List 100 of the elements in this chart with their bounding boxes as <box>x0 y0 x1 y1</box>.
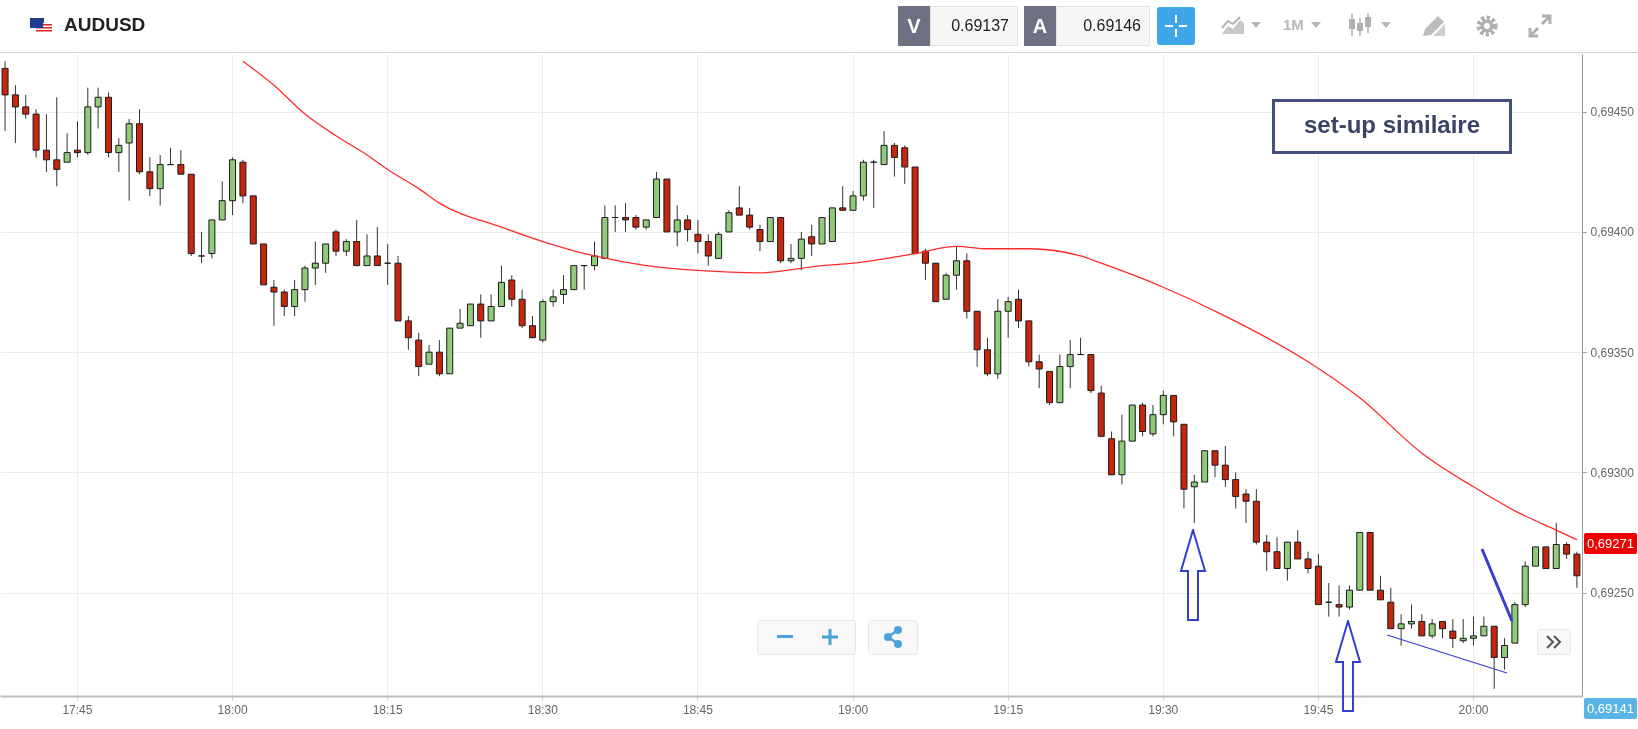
candlestick <box>901 144 909 185</box>
candlestick <box>921 248 929 281</box>
candlestick <box>456 308 464 329</box>
candlestick <box>1573 551 1581 589</box>
candlestick <box>1304 551 1312 574</box>
candlestick <box>1242 488 1250 524</box>
candlestick <box>880 130 888 166</box>
candlestick <box>746 207 754 231</box>
x-tick-label: 18:45 <box>682 702 714 717</box>
candlestick <box>1190 474 1198 524</box>
annotation: set-up similaire <box>1272 99 1512 154</box>
text: 0,69271 <box>1584 533 1637 554</box>
candlestick <box>1470 616 1478 647</box>
candlestick <box>1232 471 1240 509</box>
candlestick <box>735 185 743 216</box>
candlestick <box>270 279 278 327</box>
candlestick <box>425 344 433 365</box>
candlestick <box>1532 546 1540 567</box>
candlestick <box>1345 584 1353 610</box>
line-series <box>242 60 1578 541</box>
candlestick <box>808 224 816 257</box>
candlestick <box>890 142 898 178</box>
chart-title: AUDUSD <box>64 14 146 36</box>
candlestick <box>1335 584 1343 618</box>
candlestick <box>797 231 805 271</box>
candlestick <box>435 339 443 377</box>
candlestick <box>94 87 102 130</box>
candlestick <box>11 84 19 144</box>
candlestick <box>487 293 495 322</box>
candlestick <box>622 202 630 233</box>
candlestick <box>1221 445 1229 488</box>
candlestick <box>1159 390 1167 425</box>
candlestick <box>1294 529 1302 560</box>
x-tick-label: 18:15 <box>372 702 404 717</box>
candlestick <box>1015 289 1023 329</box>
text: 0,69141 <box>1584 698 1637 719</box>
candlestick <box>373 226 381 267</box>
candlestick <box>1263 534 1271 572</box>
candlestick <box>301 265 309 303</box>
text: A <box>1024 6 1056 46</box>
candlestick <box>1480 616 1488 637</box>
candlestick <box>952 245 960 291</box>
candlestick <box>125 118 133 202</box>
candlestick <box>1035 354 1043 389</box>
candlestick <box>559 274 567 305</box>
candlestick <box>1066 339 1074 389</box>
candlestick <box>849 190 857 211</box>
candlestick <box>684 214 692 243</box>
candlestick <box>725 209 733 233</box>
candlestick <box>291 279 299 317</box>
x-tick-label: 20:00 <box>1458 702 1489 717</box>
candlestick <box>839 185 847 211</box>
candlestick <box>704 233 712 267</box>
candlestick <box>1449 618 1457 649</box>
candlestick <box>1004 296 1012 339</box>
text: V <box>898 6 930 46</box>
candlestick <box>146 156 154 197</box>
y-tick-label: 0,69250 <box>1590 586 1635 601</box>
candlestick <box>756 224 764 252</box>
x-tick-label: 17:45 <box>62 702 93 717</box>
y-tick-label: 0,69300 <box>1590 465 1635 480</box>
candlestick <box>311 241 319 286</box>
candlestick <box>591 241 599 271</box>
candlestick <box>1418 613 1426 637</box>
candlestick <box>528 315 536 339</box>
candlestick <box>694 219 702 255</box>
text: 0.69137 <box>930 6 1018 46</box>
x-tick-label: 19:45 <box>1303 702 1334 717</box>
candlestick <box>177 149 185 175</box>
candlestick <box>22 94 30 120</box>
candlestick <box>508 274 516 307</box>
candlestick <box>1428 618 1436 639</box>
candlestick <box>73 120 81 158</box>
candlestick <box>787 243 795 264</box>
candlestick <box>363 233 371 267</box>
candlestick <box>1542 546 1550 570</box>
text: 0.69146 <box>1056 6 1150 46</box>
candlestick <box>1211 450 1219 478</box>
candlestick <box>404 315 412 351</box>
candlestick <box>53 96 61 187</box>
candlestick <box>1273 536 1281 570</box>
candlestick <box>115 137 123 173</box>
candlestick <box>1149 404 1157 437</box>
candlestick <box>1459 618 1467 644</box>
x-tick-label: 19:30 <box>1148 702 1179 717</box>
y-tick-label: 0,69450 <box>1590 105 1635 120</box>
candlestick <box>466 303 474 327</box>
candlestick <box>673 204 681 247</box>
x-tick-label: 18:30 <box>527 702 559 717</box>
x-tick-label: 19:15 <box>993 702 1024 717</box>
candlestick <box>477 293 485 339</box>
y-tick-label: 0,69350 <box>1590 345 1635 360</box>
candlestick <box>63 132 71 163</box>
candlestick <box>280 289 288 317</box>
candlestick <box>218 180 226 221</box>
x-tick-label: 19:00 <box>838 702 869 717</box>
candlestick <box>1407 604 1415 630</box>
candlestick <box>1501 637 1509 671</box>
candlestick <box>332 229 340 257</box>
candlestick <box>198 231 206 264</box>
